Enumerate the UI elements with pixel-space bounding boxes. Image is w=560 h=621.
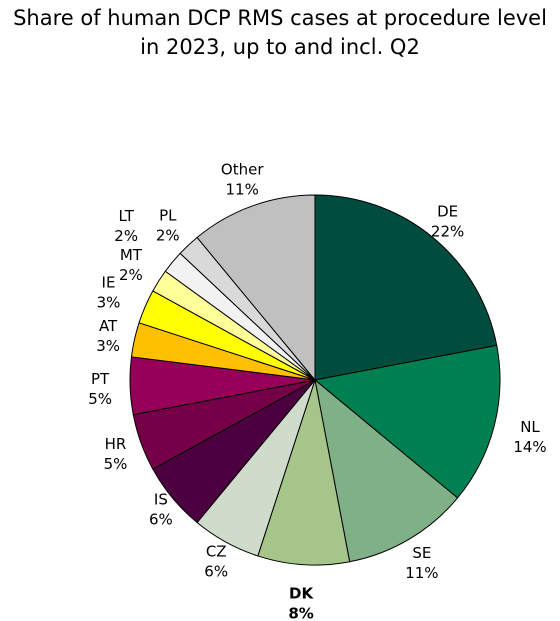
slice-label-lt: LT 2% <box>114 207 138 245</box>
slice-label-name: IE <box>102 274 116 292</box>
chart-title: Share of human DCP RMS cases at procedur… <box>0 4 560 62</box>
slice-label-value: 3% <box>97 294 121 312</box>
slice-label-is: IS 6% <box>149 491 173 529</box>
chart-title-line-1: Share of human DCP RMS cases at procedur… <box>13 6 547 30</box>
slice-label-se: SE 11% <box>405 544 438 582</box>
slice-label-name: SE <box>412 544 431 562</box>
slice-label-name: NL <box>520 418 540 436</box>
slice-label-value: 11% <box>226 181 259 199</box>
slice-label-de: DE 22% <box>431 203 464 241</box>
pie-slice-se <box>314 378 459 563</box>
slice-label-name: AT <box>99 317 118 335</box>
pie-slice-de <box>314 194 498 381</box>
slice-label-value: 5% <box>104 455 128 473</box>
slice-label-value: 2% <box>114 227 138 245</box>
slice-label-mt: MT 2% <box>119 246 143 284</box>
slice-label-value: 8% <box>288 605 313 621</box>
pie-slice-nl <box>313 344 501 499</box>
slice-label-value: 3% <box>96 337 120 355</box>
slice-label-name: IS <box>154 491 168 509</box>
slice-label-value: 11% <box>405 564 438 582</box>
slice-label-value: 6% <box>149 511 173 529</box>
slice-label-value: 5% <box>88 390 112 408</box>
slice-label-name: CZ <box>206 543 227 561</box>
slice-label-name: PT <box>91 370 110 388</box>
slice-label-cz: CZ 6% <box>204 543 228 581</box>
slice-label-value: 6% <box>204 563 228 581</box>
slice-label-hr: HR 5% <box>104 435 128 473</box>
slice-label-at: AT 3% <box>96 317 120 355</box>
slice-label-name: PL <box>159 206 177 224</box>
slice-label-name: DE <box>437 203 458 221</box>
slice-label-dk: DK 8% <box>288 585 314 621</box>
pie-slice-other <box>196 194 316 382</box>
slice-label-nl: NL 14% <box>513 418 546 456</box>
pie-slice-dk <box>257 379 351 566</box>
slice-label-name: Other <box>221 161 264 179</box>
slice-label-name: DK <box>289 585 314 603</box>
slice-label-name: MT <box>120 246 143 264</box>
slice-label-name: LT <box>118 207 134 225</box>
slice-label-pl: PL 2% <box>156 206 180 244</box>
chart-title-line-2: in 2023, up to and incl. Q2 <box>140 35 420 59</box>
slice-label-value: 2% <box>156 226 180 244</box>
slice-label-name: HR <box>105 435 127 453</box>
slice-label-other: Other 11% <box>221 161 264 199</box>
pie-labels: DE 22%NL 14%SE 11%DK 8%CZ 6%IS 6%HR 5%PT 5%AT 3%I… <box>88 161 546 621</box>
slice-label-value: 2% <box>119 266 143 284</box>
slice-label-ie: IE 3% <box>97 274 121 312</box>
slice-label-value: 22% <box>431 223 464 241</box>
slice-label-pt: PT 5% <box>88 370 112 408</box>
pie-slices <box>129 194 501 566</box>
slice-label-value: 14% <box>513 438 546 456</box>
